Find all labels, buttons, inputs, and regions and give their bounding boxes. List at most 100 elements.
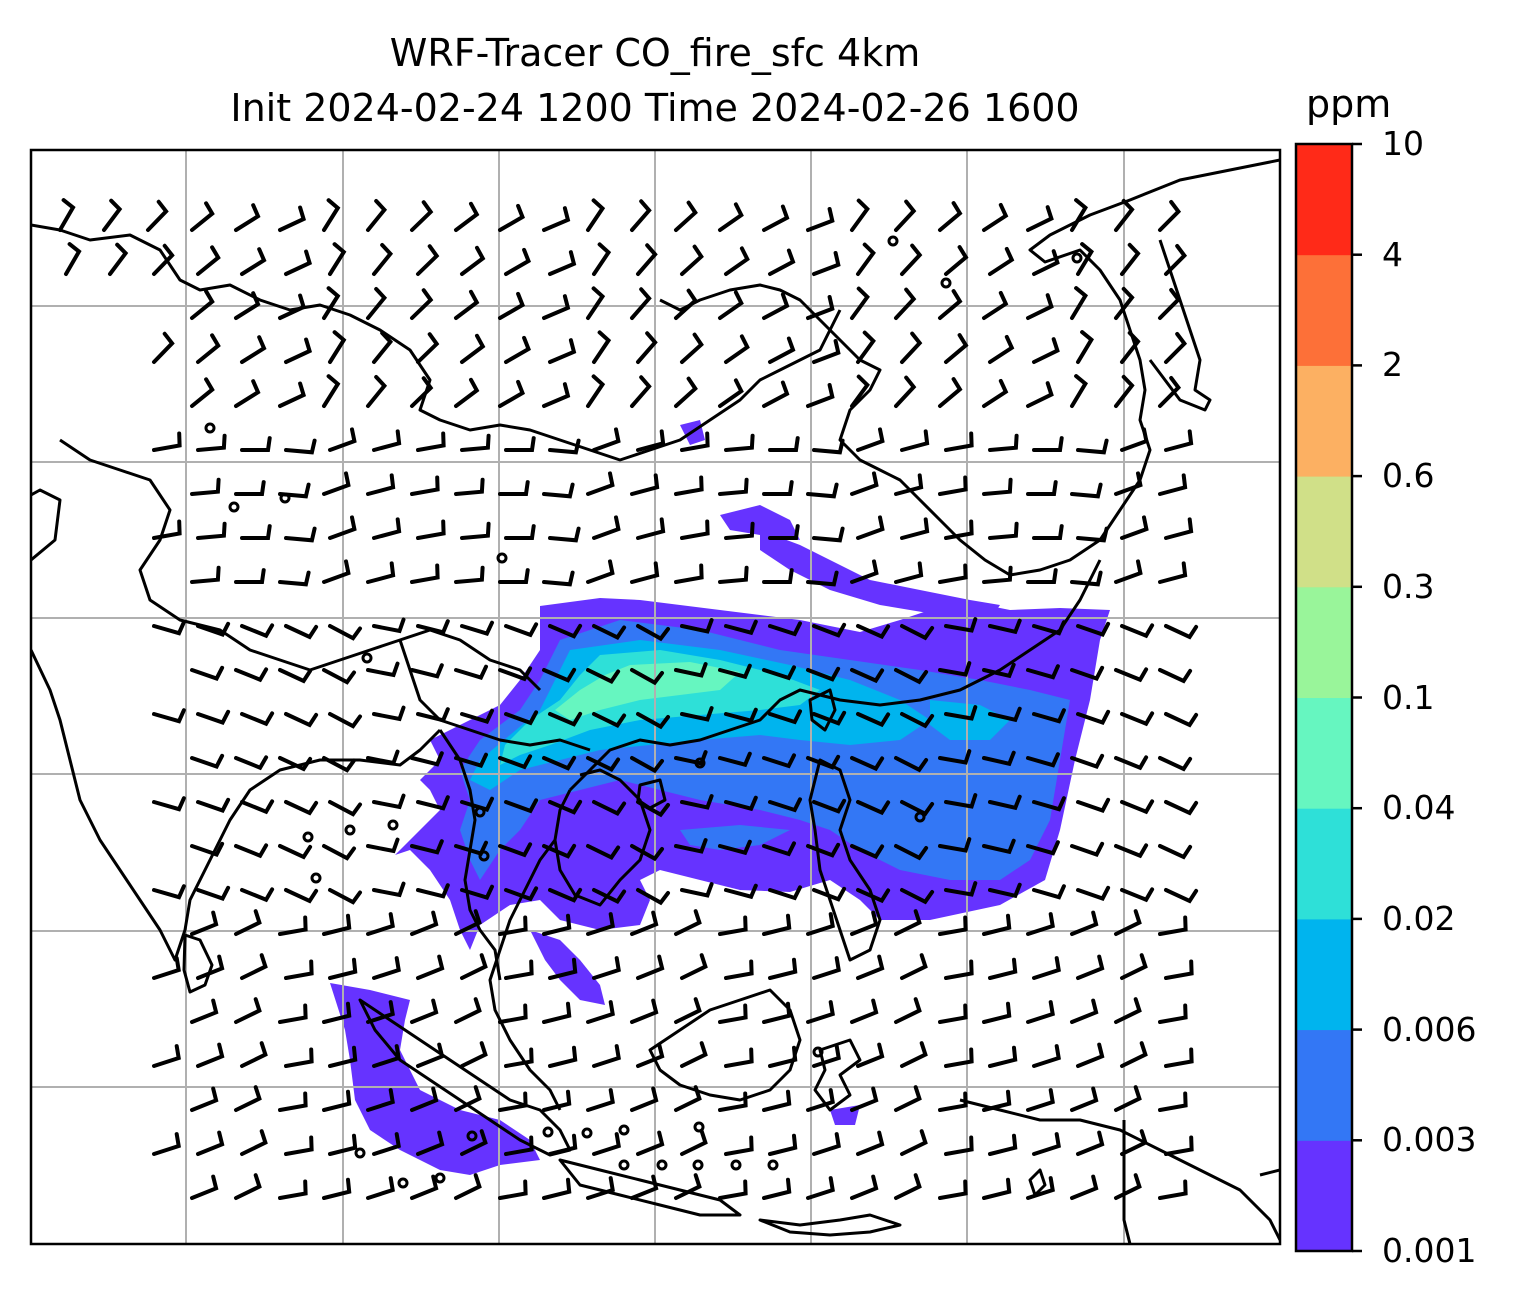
wind-barb	[366, 1176, 395, 1200]
wind-barb	[542, 755, 577, 771]
wind-barb	[674, 475, 704, 496]
wind-barb	[768, 336, 796, 364]
plume-level-4	[500, 650, 820, 765]
wind-barb	[278, 1179, 308, 1200]
wind-barb	[234, 755, 269, 771]
wind-barb	[1158, 1091, 1188, 1112]
wind-barb	[636, 624, 670, 642]
wind-barb	[856, 1130, 885, 1156]
calm-wind-circle	[474, 806, 486, 818]
wind-barb	[988, 618, 1022, 635]
wind-barb	[850, 844, 885, 860]
wind-barb	[284, 959, 314, 980]
wind-barb	[372, 1044, 401, 1068]
wind-barb	[504, 886, 539, 902]
plume-band-upper	[720, 505, 800, 540]
wind-barb	[284, 624, 319, 640]
wind-barb	[944, 705, 978, 721]
wind-barb	[718, 202, 744, 232]
wind-barb	[328, 888, 362, 905]
wind-barb	[586, 374, 606, 408]
wind-barb	[504, 247, 531, 276]
map-frame	[29, 148, 1282, 1246]
wind-barb	[152, 1132, 181, 1156]
wind-barb	[768, 248, 796, 276]
wind-barb	[806, 1176, 835, 1200]
wind-barb	[1026, 1000, 1055, 1024]
wind-barb	[856, 427, 885, 452]
wind-barb	[1070, 841, 1105, 857]
wind-barb	[586, 198, 606, 232]
wind-barb	[504, 959, 534, 980]
wind-barb	[850, 471, 879, 496]
wind-barb	[196, 521, 227, 540]
wind-barbs	[58, 198, 1199, 1200]
wind-barb	[498, 666, 533, 682]
wind-barb	[586, 559, 615, 584]
wind-barb	[806, 842, 841, 858]
wind-barb	[674, 750, 708, 766]
wind-barb	[102, 198, 123, 232]
wind-barb	[812, 1044, 841, 1068]
wind-barb	[322, 756, 356, 773]
wind-barb	[718, 915, 748, 936]
wind-barb	[724, 1047, 754, 1068]
wind-barb	[988, 882, 1022, 899]
wind-barb	[240, 1041, 268, 1068]
wind-barb	[278, 844, 313, 860]
wind-barb	[278, 915, 308, 936]
calm-wind-circle	[354, 1147, 366, 1159]
wind-barb	[1158, 1003, 1188, 1024]
wind-barb	[504, 798, 539, 814]
wind-barb	[894, 561, 924, 584]
wind-barb	[460, 796, 494, 813]
coastline-java	[558, 1158, 742, 1217]
wind-barb	[278, 756, 313, 772]
coastline-hainan	[636, 778, 667, 810]
wind-barb	[674, 376, 698, 408]
wind-barb	[284, 1047, 314, 1068]
wind-barb	[812, 798, 847, 814]
wind-barb	[454, 997, 482, 1024]
wind-barb	[1114, 286, 1135, 320]
wind-barb	[454, 752, 488, 769]
wind-barb	[108, 242, 129, 276]
wind-barb	[1164, 888, 1199, 904]
wind-barb	[240, 247, 267, 276]
wind-barb	[278, 1003, 308, 1024]
wind-barb	[944, 881, 978, 897]
calm-wind-circle	[434, 1172, 446, 1184]
wind-barb	[586, 1176, 615, 1200]
wind-barb	[1114, 471, 1143, 496]
wind-barb	[196, 1042, 225, 1068]
wind-barb	[944, 245, 969, 276]
wind-barb	[152, 620, 186, 636]
wind-barb	[938, 1179, 968, 1200]
wind-barb	[498, 480, 530, 496]
wind-barb	[1120, 799, 1155, 815]
wind-barb	[190, 841, 225, 857]
wind-barb	[548, 438, 581, 455]
calm-wind-circle	[310, 872, 322, 884]
wind-barb	[64, 242, 82, 276]
wind-barb	[718, 1003, 748, 1024]
wind-barb	[460, 708, 494, 725]
plume-band-arc	[760, 530, 1000, 620]
wind-barb	[900, 888, 935, 905]
wind-barb	[372, 243, 394, 276]
wind-barb	[548, 338, 577, 364]
calm-wind-circle	[496, 552, 508, 564]
wind-barb	[328, 800, 362, 817]
wind-barb	[630, 287, 652, 320]
wind-barb	[636, 1130, 665, 1156]
calm-wind-circle	[279, 492, 291, 504]
wind-barb	[680, 882, 714, 898]
wind-barb	[718, 565, 749, 584]
wind-barb	[856, 800, 891, 816]
wind-barb	[944, 1047, 974, 1068]
wind-barb	[1158, 844, 1193, 860]
calm-wind-circle	[361, 652, 373, 664]
wind-barb	[894, 375, 917, 408]
wind-barb	[718, 663, 752, 680]
